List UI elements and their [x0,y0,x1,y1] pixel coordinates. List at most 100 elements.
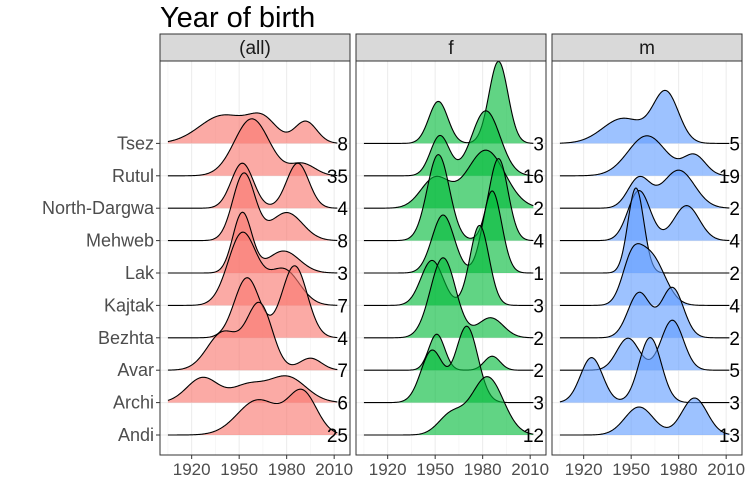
count-label: 4 [533,232,544,253]
count-label: 3 [337,264,348,285]
strip-background [551,33,743,62]
ridge-fill-kajtak [559,243,730,306]
ridge-outline-mehweb [363,154,534,242]
x-tick-label: 2010 [707,460,745,479]
ridge-outline-tsez [559,89,730,144]
count-label: 4 [337,199,348,220]
ridge-fill-lak [559,188,730,273]
count-label: 16 [523,167,544,188]
ridge-fill-rutul [559,135,730,176]
panel-all: 8 35 4 8 3 7 4 7 6 25 (all) 1920 1950 1980 2010 [159,33,353,479]
count-label: 3 [533,296,544,317]
count-label: 2 [729,329,740,350]
count-label: 19 [719,167,740,188]
count-label: 2 [729,199,740,220]
ridge-outline-north-dargwa [363,149,534,209]
ridge-outline-andi [559,397,730,436]
count-label: 1 [533,264,544,285]
ridge-outline-andi [167,388,338,436]
ridge-outline-avar [167,301,338,371]
ridge-outline-north-dargwa [167,162,338,209]
ridge-fill-rutul [167,118,338,176]
ridge-fill-north-dargwa [167,163,338,209]
ridge-outline-rutul [559,135,730,177]
y-tick-label: Avar [117,360,154,380]
count-label: 4 [729,232,740,253]
ridge-fill-mehweb [167,172,338,241]
ridge-fill-archi [559,337,730,403]
ridge-outline-tsez [167,112,338,144]
x-tick-label: 1920 [565,460,603,479]
ridge-outline-bezhta [363,257,534,339]
ridge-fill-avar [559,320,730,371]
ridge-fill-andi [363,376,534,435]
ridge-outline-bezhta [559,286,730,339]
ridge-outline-bezhta [167,265,338,339]
ridge-fill-bezhta [167,265,338,338]
count-label: 8 [337,232,348,253]
ridge-fill-andi [559,397,730,435]
count-label: 2 [533,329,544,350]
ridge-fill-kajtak [363,225,534,306]
strip-label-m: m [639,38,655,59]
ridge-outline-tsez [363,60,534,144]
ridge-outline-kajtak [559,243,730,306]
y-tick-label: Lak [125,263,155,283]
count-label: 5 [729,134,740,155]
ridge-outline-mehweb [559,190,730,242]
count-label: 8 [337,134,348,155]
x-tick-label: 2010 [511,460,549,479]
ridge-outline-lak [167,211,338,274]
count-label: 5 [729,361,740,382]
count-label: 2 [533,199,544,220]
x-tick-label: 1920 [173,460,211,479]
ridge-outline-rutul [167,118,338,177]
count-label: 12 [523,426,544,447]
y-tick-label: Rutul [112,166,154,186]
x-tick-label: 2010 [315,460,353,479]
x-tick-label: 1950 [416,460,454,479]
count-label: 2 [533,361,544,382]
x-tick-label: 1950 [220,460,258,479]
y-tick-label: Mehweb [86,231,154,251]
ridge-fill-avar [363,334,534,371]
x-tick-label: 1920 [369,460,407,479]
y-tick-label: Tsez [117,133,154,153]
ridge-fill-archi [363,326,534,403]
count-label: 6 [337,394,348,415]
ridge-outline-lak [363,190,534,274]
y-tick-label: Andi [118,425,154,445]
ridge-fill-bezhta [559,287,730,338]
ridge-fill-avar [167,302,338,371]
count-label: 35 [327,167,348,188]
strip-background [355,33,547,62]
ridge-outline-lak [559,187,730,274]
count-label: 7 [337,361,348,382]
ridge-outline-archi [167,375,338,403]
strip-background [159,33,351,62]
ridge-fill-lak [363,191,534,273]
y-tick-label: Bezhta [98,328,155,348]
y-tick-label: Kajtak [104,295,155,315]
count-label: 25 [327,426,348,447]
ridge-outline-avar [363,333,534,371]
panel-m: 5 19 2 4 2 4 2 5 3 13 m 1920 1950 1980 2010 [551,33,745,479]
strip-label-f: f [448,38,454,59]
count-label: 4 [337,329,348,350]
count-label: 13 [719,426,740,447]
strip-label-all: (all) [239,38,271,59]
y-axis: Andi Archi Avar Bezhta Kajtak Lak Mehweb North-… [42,133,160,445]
ridge-fill-mehweb [559,190,730,241]
count-label: 2 [729,264,740,285]
ridge-outline-andi [363,376,534,436]
ridge-outline-archi [363,325,534,404]
count-label: 3 [729,394,740,415]
x-tick-label: 1980 [660,460,698,479]
x-tick-label: 1950 [612,460,650,479]
y-tick-label: Archi [113,393,154,413]
chart-title: Year of birth [160,2,315,34]
x-tick-label: 1980 [464,460,502,479]
ridge-fill-north-dargwa [559,170,730,209]
ridge-fill-lak [167,212,338,273]
